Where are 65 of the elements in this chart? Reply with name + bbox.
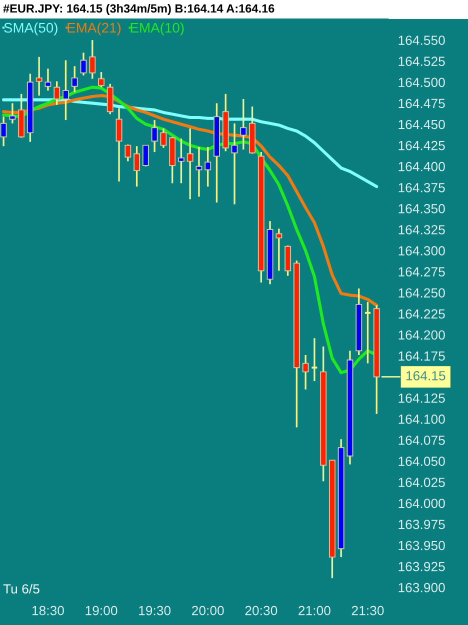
candlestick	[89, 39, 96, 80]
y-tick-label: 164.250	[398, 288, 445, 298]
y-tick-label: 164.000	[398, 498, 445, 508]
candlestick	[54, 80, 60, 106]
chart-title: #EUR.JPY: 164.15 (3h34m/5m) B:164.14 A:164.16	[3, 4, 274, 15]
y-tick-label: 164.425	[398, 140, 445, 150]
y-tick-label: 164.125	[398, 393, 445, 403]
y-tick-label: 164.200	[398, 330, 445, 340]
y-tick-label: 164.450	[398, 120, 445, 130]
candlestick	[196, 146, 202, 198]
candlestick	[276, 228, 282, 272]
candlestick	[116, 107, 122, 182]
x-tick-label: 20:30	[245, 606, 278, 616]
candlestick	[0, 116, 7, 147]
y-tick-label: 164.400	[398, 162, 445, 172]
candlestick	[9, 102, 16, 124]
x-tick-label: 19:00	[86, 606, 118, 616]
x-tick-label: 21:30	[352, 606, 384, 616]
candlestick	[62, 59, 69, 121]
y-tick-label: 163.900	[398, 582, 445, 592]
candlestick	[134, 145, 140, 188]
y-tick-label: 164.525	[398, 56, 445, 66]
y-tick-label: 164.500	[398, 78, 445, 88]
candlestick	[151, 119, 158, 153]
x-tick-label: 18:30	[32, 606, 64, 616]
candlestick	[44, 68, 52, 92]
y-tick-label: 164.475	[398, 98, 445, 108]
x-tick-label: 21:00	[298, 606, 330, 616]
candlestick	[36, 56, 42, 96]
x-tick-label: 19:30	[139, 606, 171, 616]
candlestick	[71, 65, 78, 94]
candlestick	[231, 122, 238, 206]
candlestick	[310, 337, 318, 382]
y-tick-label: 164.300	[398, 246, 445, 256]
candlestick	[302, 354, 309, 390]
y-tick-label: 164.100	[398, 414, 445, 424]
ref-line-label: 164.15	[406, 371, 446, 380]
candlestick	[204, 146, 212, 188]
legend-label: SMA(50)	[4, 22, 58, 36]
legend-label: EMA(21)	[68, 22, 121, 36]
y-tick-label: 163.975	[398, 520, 445, 530]
y-tick-label: 163.950	[398, 540, 445, 550]
y-tick-label: 164.225	[398, 309, 445, 319]
candlestick	[142, 144, 149, 168]
y-tick-label: 163.925	[398, 562, 445, 572]
y-tick-label: 164.050	[398, 456, 445, 466]
candlestick	[364, 301, 372, 364]
x-tick-label: 20:00	[192, 606, 224, 616]
y-tick-label: 164.025	[398, 478, 445, 488]
y-tick-label: 164.175	[398, 351, 445, 361]
candlestick	[160, 128, 167, 149]
candlestick	[178, 138, 184, 184]
legend-label: EMA(10)	[130, 22, 184, 36]
candlestick	[124, 144, 132, 162]
annotation: Tu 6/5	[3, 584, 40, 594]
y-tick-label: 164.275	[398, 267, 445, 277]
y-tick-label: 164.075	[398, 436, 445, 445]
y-tick-label: 164.350	[398, 204, 445, 214]
y-tick-label: 164.550	[398, 36, 445, 45]
candlestick	[98, 71, 104, 88]
candlestick	[80, 52, 87, 76]
candlestick	[240, 98, 247, 150]
candlestick	[186, 128, 194, 200]
y-tick-label: 164.325	[398, 225, 445, 234]
y-tick-label: 164.375	[398, 182, 445, 192]
